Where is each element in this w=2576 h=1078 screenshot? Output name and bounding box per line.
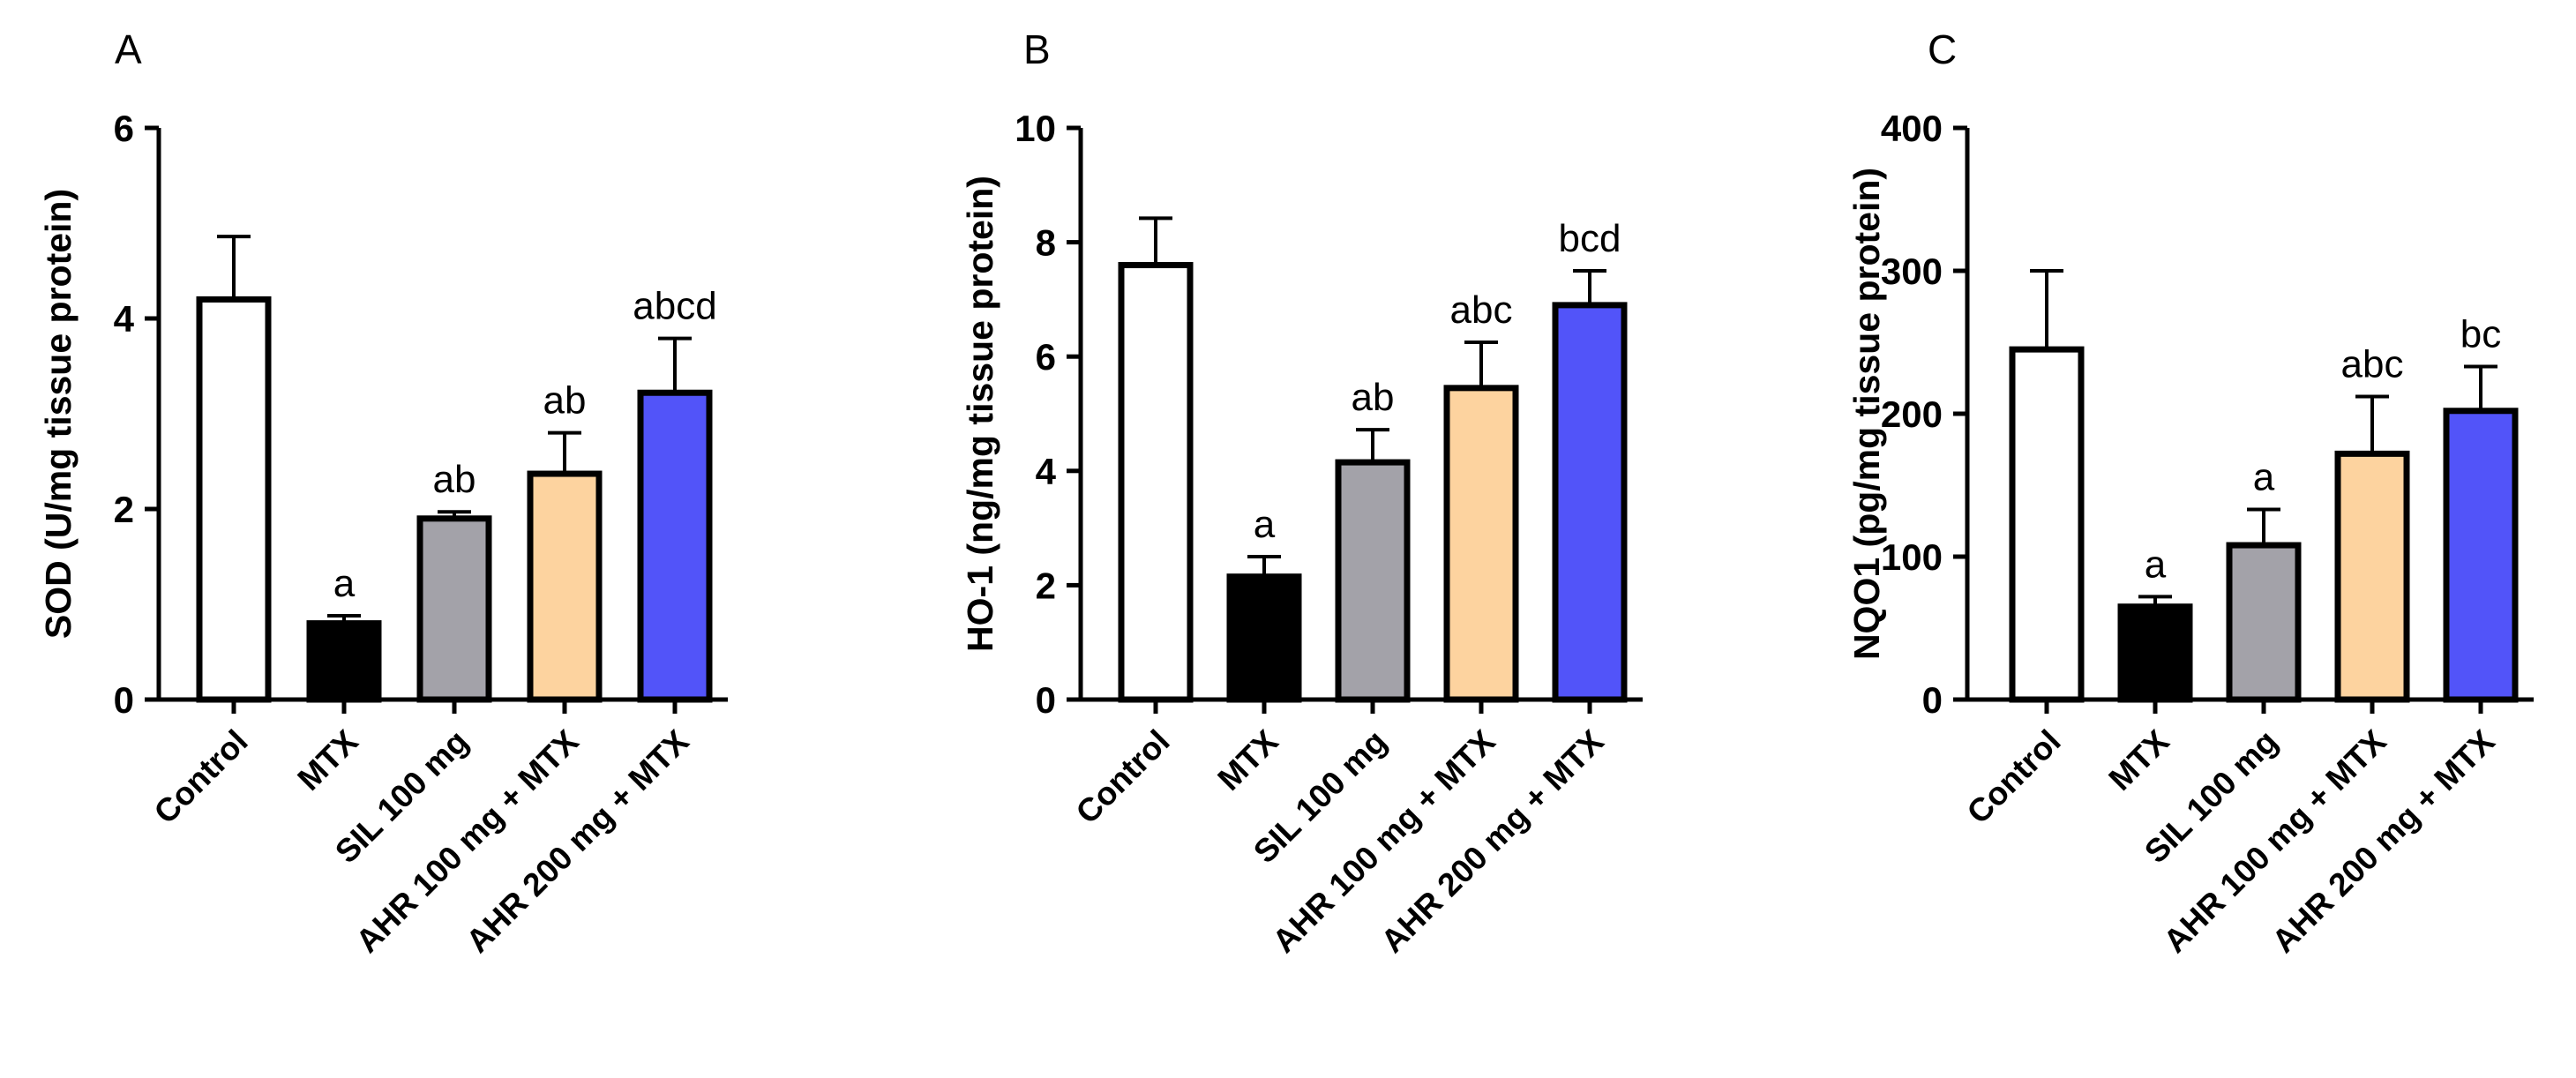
bar-mtx [1226, 573, 1302, 703]
significance-label: abcd [633, 285, 716, 328]
bar-ahr-100-mg-mtx [527, 470, 603, 703]
y-tick-label: 2 [114, 489, 134, 530]
bar-sil-100-mg [2226, 542, 2302, 703]
y-tick-label: 200 [1881, 393, 1943, 435]
bar-ahr-200-mg-mtx [1552, 302, 1628, 703]
panel-letter: B [1023, 26, 1051, 72]
panel-letter: A [115, 26, 142, 72]
y-tick-label: 2 [1036, 565, 1056, 606]
x-tick-label: AHR 100 mg + MTX [348, 722, 585, 959]
y-axis-label: SOD (U/mg tissue protein) [38, 189, 79, 639]
y-tick-label: 4 [114, 298, 135, 340]
significance-label: abc [1450, 288, 1513, 332]
bar-sil-100-mg [1335, 459, 1411, 703]
significance-label: bcd [1559, 217, 1621, 260]
bar-ahr-200-mg-mtx [637, 389, 713, 703]
bar-control [1118, 262, 1194, 703]
x-tick-label: AHR 200 mg + MTX [459, 722, 695, 959]
panel-b: B HO-1 (ng/mg tissue protein) Control a MTX a… [960, 26, 1643, 960]
x-tick-label: MTX [2101, 722, 2175, 797]
bar-mtx [2117, 603, 2193, 703]
y-tick-label: 0 [114, 679, 134, 721]
significance-label: a [333, 562, 356, 605]
significance-label: a [2253, 456, 2275, 499]
y-axis-label: NQO1 (pg/mg tissue protein) [1846, 168, 1887, 660]
y-tick-label: 6 [114, 108, 134, 149]
x-tick-label: Control [1069, 723, 1177, 831]
significance-label: abc [2341, 343, 2404, 386]
bar-mtx [306, 620, 382, 703]
y-tick-label: 10 [1015, 108, 1056, 149]
y-tick-label: 100 [1881, 536, 1943, 578]
y-tick-label: 0 [1036, 679, 1056, 721]
bar-sil-100-mg [416, 515, 492, 703]
panel-letter: C [1928, 26, 1957, 72]
significance-label: bc [2460, 313, 2501, 356]
bar-control [2009, 346, 2085, 703]
significance-label: ab [433, 458, 476, 501]
y-tick-label: 400 [1881, 108, 1943, 149]
y-axis-label: HO-1 (ng/mg tissue protein) [960, 176, 1000, 652]
significance-label: a [1254, 503, 1276, 546]
y-tick-label: 0 [1922, 679, 1943, 721]
bar-ahr-200-mg-mtx [2443, 408, 2519, 703]
significance-label: a [2145, 543, 2167, 586]
significance-label: ab [543, 379, 587, 423]
x-tick-label: AHR 200 mg + MTX [2265, 722, 2501, 959]
bar-ahr-100-mg-mtx [1443, 385, 1519, 703]
x-tick-label: Control [147, 723, 255, 831]
panel-c: C NQO1 (pg/mg tissue protein) Control a MTX a… [1846, 26, 2534, 960]
x-tick-label: MTX [1210, 722, 1284, 797]
x-tick-label: Control [1960, 723, 2068, 831]
x-tick-label: AHR 200 mg + MTX [1374, 722, 1610, 959]
bar-control [196, 296, 272, 703]
y-tick-label: 4 [1036, 451, 1057, 492]
y-tick-label: 6 [1036, 336, 1056, 378]
y-tick-label: 300 [1881, 251, 1943, 292]
bar-ahr-100-mg-mtx [2334, 450, 2410, 703]
x-tick-label: MTX [290, 722, 364, 797]
significance-label: ab [1352, 376, 1395, 419]
y-tick-label: 8 [1036, 222, 1056, 264]
